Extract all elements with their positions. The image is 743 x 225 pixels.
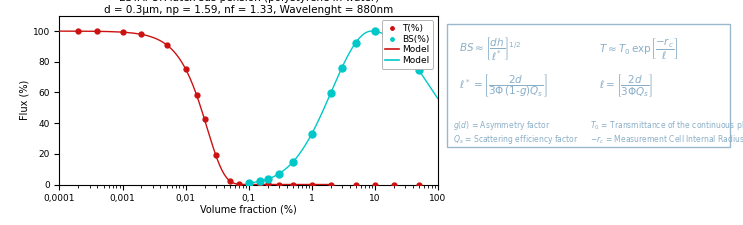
Text: $\ell^* = \left[\dfrac{2d}{3\Phi\,(1\text{-}g)Q_s}\right]$: $\ell^* = \left[\dfrac{2d}{3\Phi\,(1\tex…: [459, 72, 548, 99]
Legend: T(%), BS(%), Model, Model: T(%), BS(%), Model, Model: [382, 20, 433, 69]
Text: $Q_s$ = Scattering efficiency factor: $Q_s$ = Scattering efficiency factor: [453, 133, 579, 146]
Text: $BS \approx \left[\dfrac{dh}{\ell^{*}}\right]^{1/2}$: $BS \approx \left[\dfrac{dh}{\ell^{*}}\r…: [459, 35, 522, 62]
Text: $T_0$ = Transmittance of the continuous phase: $T_0$ = Transmittance of the continuous …: [590, 119, 743, 132]
Text: $g(d)$ = Asymmetry factor: $g(d)$ = Asymmetry factor: [453, 119, 551, 132]
X-axis label: Volume fraction (%): Volume fraction (%): [201, 205, 297, 215]
Text: $\ell = \left[\dfrac{2d}{3\Phi Q_s}\right]$: $\ell = \left[\dfrac{2d}{3\Phi Q_s}\righ…: [599, 72, 653, 99]
Y-axis label: Flux (%): Flux (%): [20, 80, 30, 120]
Text: $T \approx T_0\,\mathrm{exp}\left[\dfrac{-r_c}{\ell}\right]$: $T \approx T_0\,\mathrm{exp}\left[\dfrac…: [599, 36, 678, 61]
Title: ESTAPOR latex sus pension (polystyrene in water)
d = 0.3μm, np = 1.59, nf = 1.33: ESTAPOR latex sus pension (polystyrene i…: [104, 0, 393, 15]
FancyBboxPatch shape: [447, 24, 730, 147]
Text: $-r_c$ = Measurement Cell Internal Radius: $-r_c$ = Measurement Cell Internal Radiu…: [590, 134, 743, 146]
